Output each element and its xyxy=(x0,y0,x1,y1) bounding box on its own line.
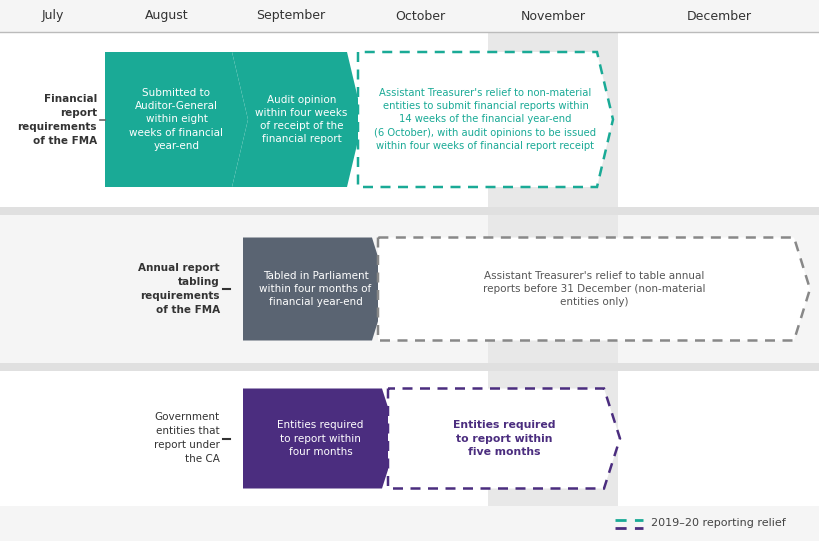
Bar xyxy=(0,371,819,506)
Bar xyxy=(0,215,819,363)
Polygon shape xyxy=(378,237,809,340)
Text: Government
entities that
report under
the CA: Government entities that report under th… xyxy=(154,412,219,465)
Bar xyxy=(0,0,819,32)
Text: October: October xyxy=(395,10,445,23)
Bar xyxy=(0,32,819,207)
Text: August: August xyxy=(144,10,188,23)
Text: Tabled in Parliament
within four months of
financial year-end: Tabled in Parliament within four months … xyxy=(259,271,371,307)
Polygon shape xyxy=(242,237,387,340)
Text: Entities required
to report within
five months: Entities required to report within five … xyxy=(452,420,554,457)
Text: Annual report
tabling
requirements
of the FMA: Annual report tabling requirements of th… xyxy=(138,263,219,315)
Polygon shape xyxy=(358,52,613,187)
Polygon shape xyxy=(242,388,397,489)
Bar xyxy=(487,32,618,207)
Text: December: December xyxy=(686,10,750,23)
Text: Financial
report
requirements
of the FMA: Financial report requirements of the FMA xyxy=(17,94,97,146)
Polygon shape xyxy=(387,388,619,489)
Text: Audit opinion
within four weeks
of receipt of the
financial report: Audit opinion within four weeks of recei… xyxy=(255,95,347,144)
Text: Assistant Treasurer's relief to table annual
reports before 31 December (non-mat: Assistant Treasurer's relief to table an… xyxy=(482,271,704,307)
Polygon shape xyxy=(105,52,247,187)
Text: Assistant Treasurer's relief to non-material
entities to submit financial report: Assistant Treasurer's relief to non-mate… xyxy=(374,88,596,151)
Text: September: September xyxy=(256,10,324,23)
Text: Entities required
to report within
four months: Entities required to report within four … xyxy=(277,420,364,457)
Polygon shape xyxy=(232,52,363,187)
Text: Submitted to
Auditor-General
within eight
weeks of financial
year-end: Submitted to Auditor-General within eigh… xyxy=(129,88,224,151)
Text: November: November xyxy=(520,10,585,23)
Bar xyxy=(0,506,819,541)
Bar xyxy=(487,371,618,506)
Text: July: July xyxy=(41,10,64,23)
Bar xyxy=(487,215,618,363)
Bar xyxy=(0,363,819,371)
Bar xyxy=(0,207,819,215)
Text: 2019–20 reporting relief: 2019–20 reporting relief xyxy=(650,518,785,529)
